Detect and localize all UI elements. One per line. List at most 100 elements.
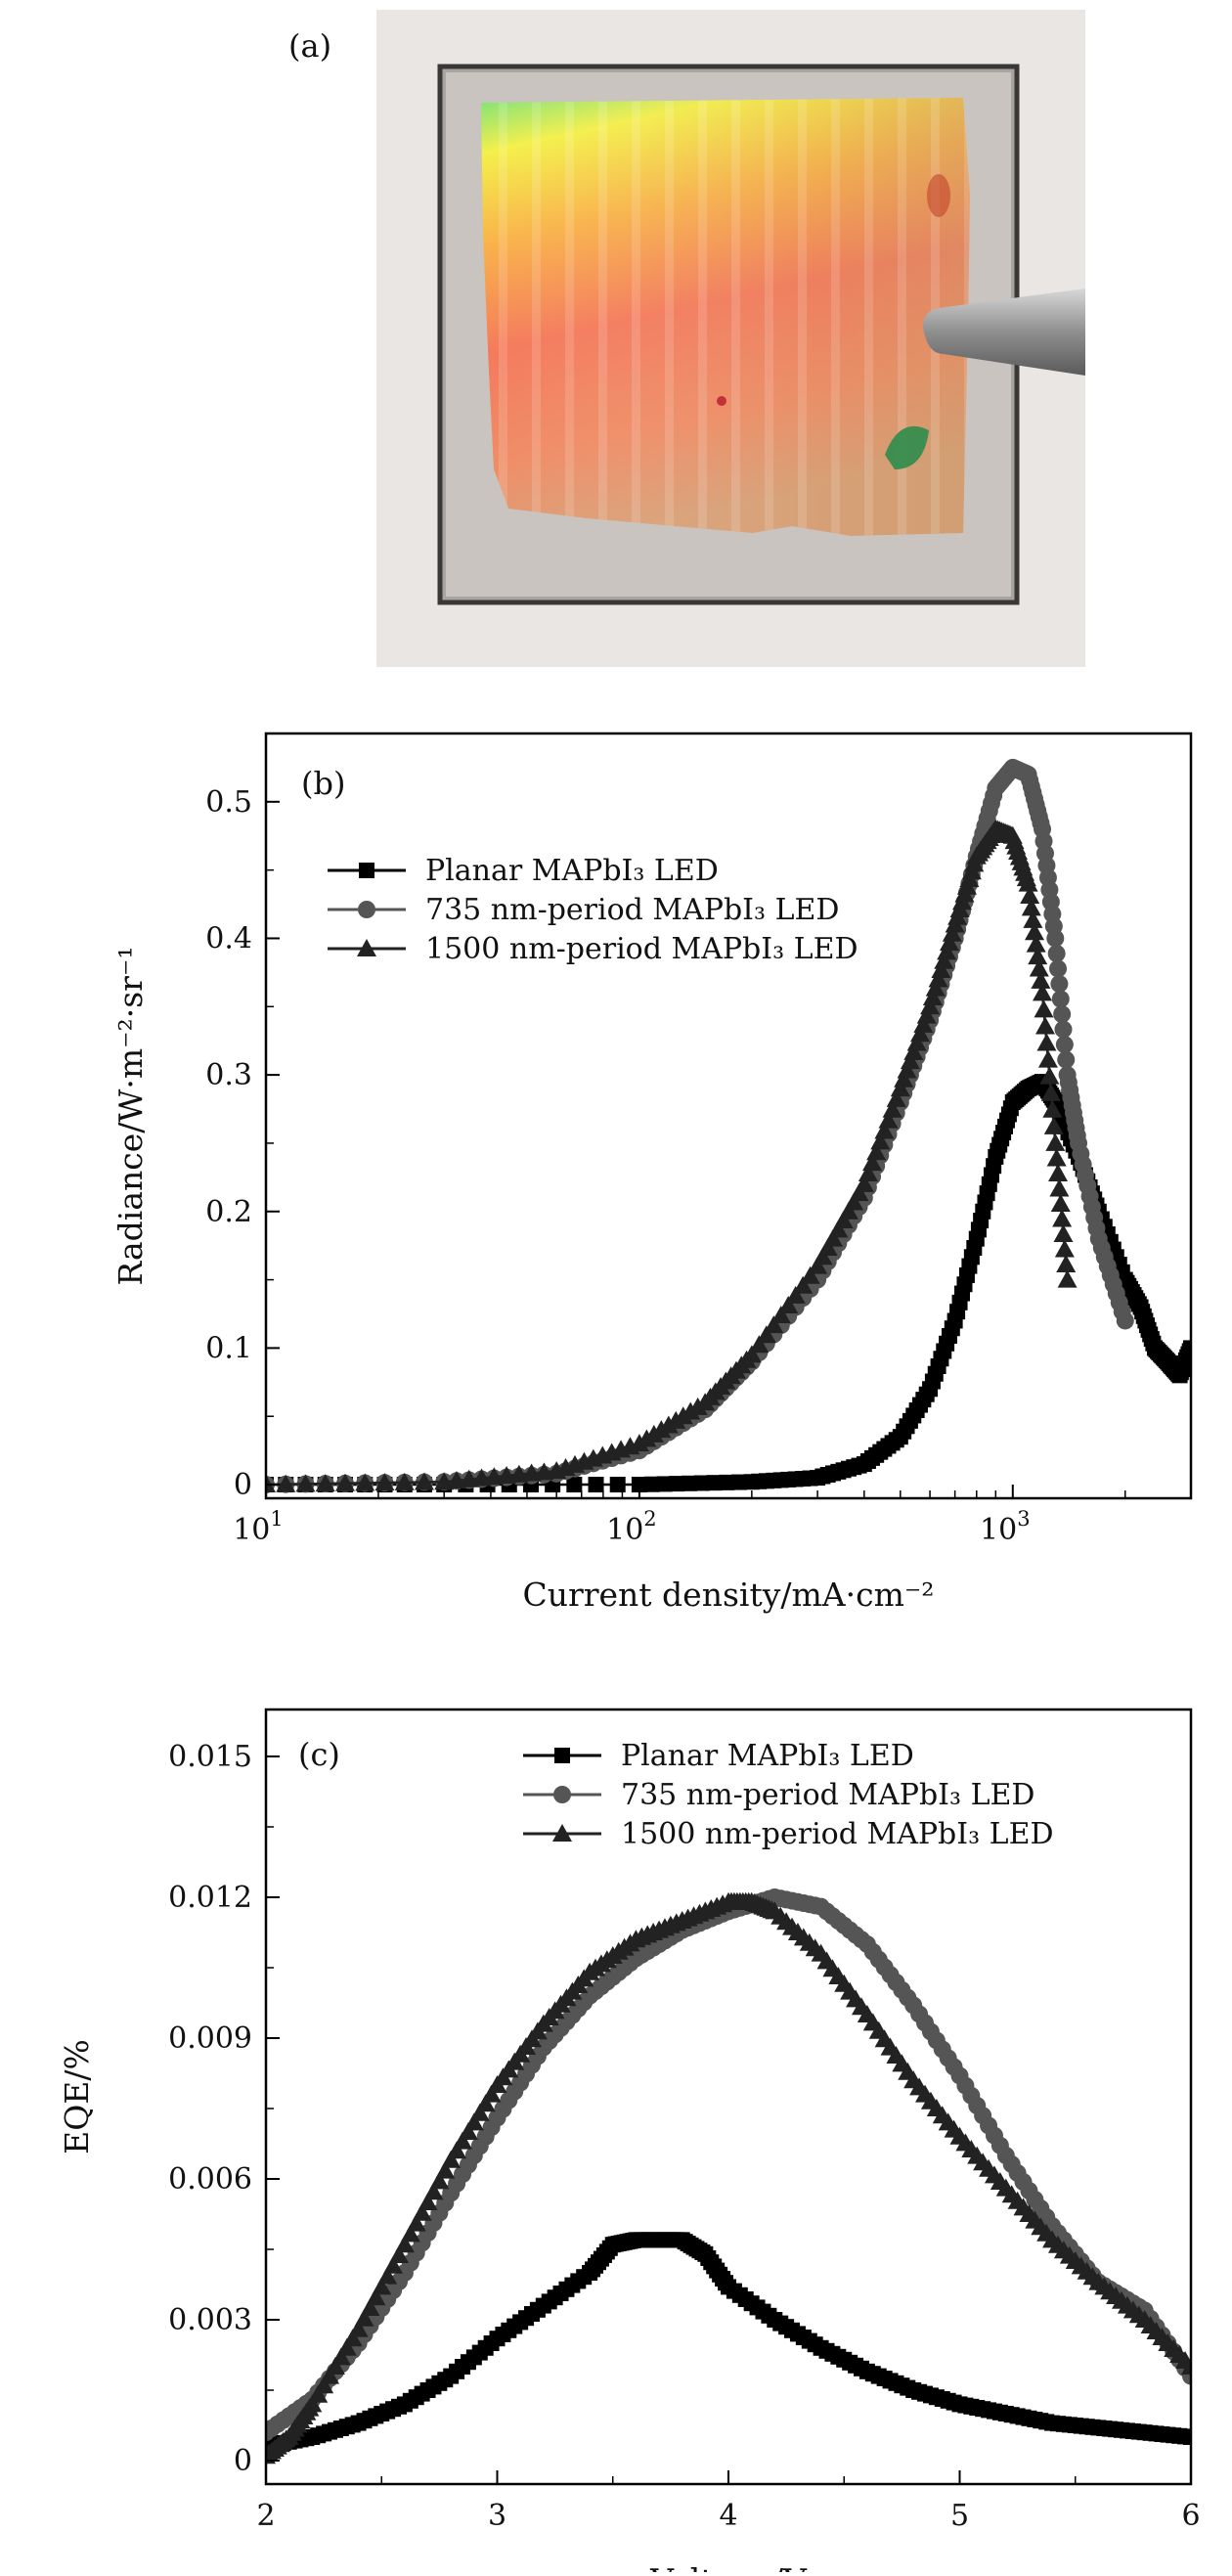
radiance-data-point — [817, 1237, 838, 1256]
radiance-x-tick-label: 102 — [606, 1507, 657, 1547]
probe-rod — [923, 289, 1085, 376]
radiance-data-point — [315, 1474, 335, 1492]
radiance-data-point — [1039, 1066, 1060, 1085]
eqe-chart-svg: 2 3 4 5 6 0 0.003 0.006 0.009 0.012 0.015 Voltage/V… — [58, 1708, 1201, 2576]
eqe-series-line — [266, 1895, 1191, 2434]
radiance-data-point — [643, 1476, 660, 1492]
radiance-data-point — [939, 933, 959, 952]
eqe-x-tick-label: 2 — [256, 2499, 275, 2533]
radiance-data-point — [566, 1477, 583, 1493]
radiance-data-point — [793, 1275, 814, 1294]
radiance-data-point — [731, 1474, 748, 1490]
radiance-data-point — [1018, 873, 1038, 892]
eqe-x-tick-label: 5 — [950, 2499, 969, 2533]
radiance-data-point — [874, 1121, 895, 1139]
radiance-data-point — [849, 1183, 869, 1202]
eqe-data-point — [453, 2131, 473, 2150]
radiance-data-point — [1025, 922, 1045, 941]
eqe-data-point — [354, 2308, 374, 2327]
eqe-series-line — [266, 1900, 1191, 2458]
panel-a-photo: (a) — [0, 0, 1232, 685]
eqe-data-point — [458, 2122, 478, 2140]
eqe-data-point — [475, 2094, 496, 2112]
eqe-legend-label: 1500 nm-period MAPbI₃ LED — [621, 1817, 1054, 1851]
radiance-data-point — [800, 1266, 820, 1284]
radiance-data-point — [394, 1472, 415, 1490]
eqe-data-point — [383, 2255, 404, 2274]
radiance-series-square — [266, 1074, 1191, 1493]
panel-b-radiance-chart: 101 102 103 0 0.1 0.2 0.3 0.4 0.5 Current density… — [0, 685, 1232, 1643]
radiance-data-point — [906, 1033, 927, 1051]
radiance-data-point — [866, 1142, 887, 1161]
eqe-data-point — [377, 2266, 398, 2285]
eqe-data-point — [320, 2366, 340, 2384]
radiance-data-point — [741, 1345, 762, 1363]
radiance-data-point — [355, 1473, 375, 1491]
eqe-data-point — [394, 2235, 415, 2253]
radiance-data-point — [706, 1475, 723, 1491]
eqe-series-triangle — [266, 1891, 1191, 2465]
radiance-data-point — [1021, 898, 1041, 916]
radiance-x-tick-label: 101 — [233, 1507, 284, 1547]
radiance-series-line — [266, 827, 1069, 1487]
eqe-data-point — [330, 2347, 351, 2366]
radiance-data-point — [894, 1069, 914, 1088]
eqe-data-point — [441, 2150, 462, 2168]
radiance-data-point — [1053, 1005, 1072, 1024]
eqe-data-point — [429, 2171, 450, 2190]
radiance-data-point — [925, 978, 946, 997]
radiance-series-group — [266, 758, 1191, 1494]
eqe-data-point — [423, 2182, 444, 2200]
radiance-data-point — [334, 1473, 355, 1491]
eqe-legend-label: 735 nm-period MAPbI₃ LED — [621, 1778, 1034, 1812]
photo-figure — [376, 10, 1085, 667]
eqe-y-tick-label: 0.012 — [168, 1881, 252, 1915]
radiance-data-point — [897, 1060, 917, 1079]
eqe-legend-marker — [553, 1786, 571, 1803]
radiance-legend-label: 735 nm-period MAPbI₃ LED — [425, 893, 839, 927]
radiance-data-point — [1031, 970, 1051, 989]
radiance-data-point — [931, 960, 951, 979]
radiance-data-point — [1046, 1148, 1067, 1167]
radiance-data-point — [1042, 1099, 1063, 1118]
radiance-data-point — [1053, 1224, 1074, 1243]
green-residue — [885, 425, 929, 469]
radiance-data-point — [785, 1285, 806, 1304]
radiance-data-point — [1048, 1163, 1069, 1181]
radiance-y-tick-label: 0.5 — [205, 785, 252, 820]
radiance-data-point — [1050, 1193, 1071, 1212]
radiance-legend-marker — [358, 901, 375, 918]
radiance-data-point — [1049, 959, 1068, 978]
radiance-data-point — [920, 997, 941, 1015]
radiance-data-point — [900, 1051, 920, 1070]
eqe-data-point — [1183, 2429, 1191, 2445]
radiance-data-point — [588, 1477, 604, 1493]
eqe-data-point — [1181, 2357, 1191, 2375]
radiance-data-point — [858, 1163, 878, 1181]
radiance-data-point — [882, 1099, 902, 1118]
eqe-data-point — [463, 2112, 484, 2131]
radiance-legend-marker — [359, 863, 374, 878]
eqe-y-tick-label: 0.006 — [168, 2162, 252, 2197]
radiance-data-point — [1037, 1049, 1058, 1068]
radiance-data-point — [1051, 990, 1070, 1008]
panel-c-label: (c) — [298, 1736, 340, 1773]
eqe-x-tick-label: 4 — [719, 2499, 737, 2533]
eqe-legend-marker — [554, 1748, 570, 1763]
eqe-data-point — [342, 2329, 363, 2347]
radiance-data-point — [909, 1024, 930, 1043]
panel-b-label: (b) — [301, 765, 345, 802]
radiance-data-point — [374, 1473, 395, 1491]
radiance-data-point — [1183, 1340, 1191, 1356]
radiance-data-point — [749, 1335, 770, 1354]
radiance-frame — [264, 732, 1193, 1500]
radiance-data-point — [828, 1220, 849, 1238]
radiance-data-point — [942, 923, 962, 942]
radiance-legend-label: Planar MAPbI₃ LED — [425, 854, 719, 888]
eqe-data-point — [435, 2160, 456, 2179]
radiance-y-tick-label: 0.4 — [205, 921, 252, 955]
radiance-data-point — [934, 951, 954, 969]
radiance-data-point — [890, 1079, 910, 1097]
eqe-legend: Planar MAPbI₃ LED 735 nm-period MAPbI₃ LE… — [523, 1739, 1054, 1851]
radiance-data-point — [937, 942, 957, 960]
